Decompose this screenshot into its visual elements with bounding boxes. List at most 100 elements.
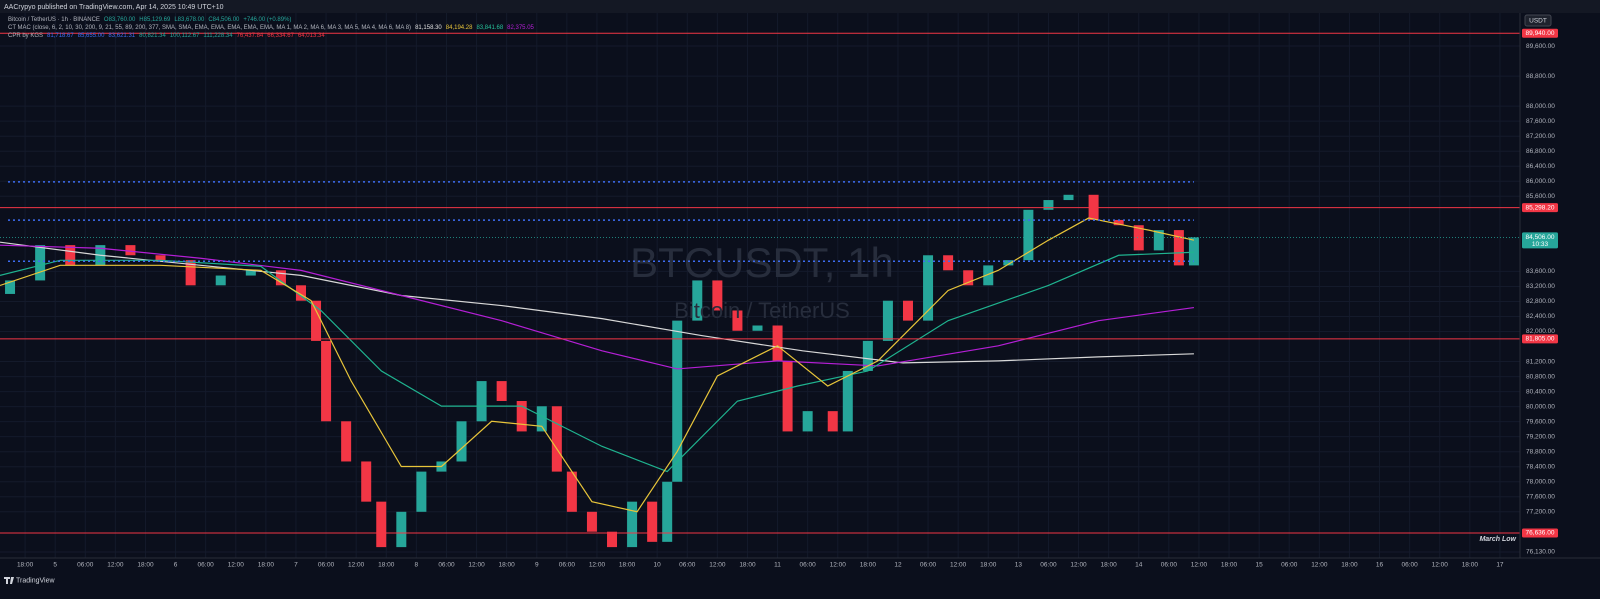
legend-value: 111,228.34 bbox=[203, 33, 233, 39]
x-tick-label: 12:00 bbox=[1432, 562, 1449, 569]
currency-button[interactable] bbox=[1524, 14, 1552, 27]
x-tick-label: 12:00 bbox=[1191, 562, 1208, 569]
y-tick-label: 83,600.00 bbox=[1526, 268, 1555, 275]
x-tick-label: 12:00 bbox=[1311, 562, 1328, 569]
y-tick-label: 89,600.00 bbox=[1526, 43, 1555, 50]
ma-line bbox=[0, 251, 1194, 473]
footer bbox=[0, 572, 1600, 599]
x-tick-label: 18:00 bbox=[378, 562, 395, 569]
x-tick-label: 18:00 bbox=[980, 562, 997, 569]
candle bbox=[361, 461, 372, 502]
candle bbox=[586, 511, 597, 532]
y-tick-label: 83,200.00 bbox=[1526, 283, 1555, 290]
y-tick-label: 80,400.00 bbox=[1526, 388, 1555, 395]
x-tick-label: 06:00 bbox=[920, 562, 937, 569]
y-tick-label: 80,000.00 bbox=[1526, 403, 1555, 410]
x-tick-label: 18:00 bbox=[619, 562, 636, 569]
candle bbox=[1113, 219, 1124, 226]
y-tick-label: 79,600.00 bbox=[1526, 418, 1555, 425]
y-tick-label: 77,600.00 bbox=[1526, 493, 1555, 500]
legend-title: CT MAC (close, 6, 2, 10, 30, 200, 9, 21,… bbox=[8, 25, 411, 31]
x-tick-label: 12:00 bbox=[1070, 562, 1087, 569]
candle bbox=[155, 255, 166, 261]
currency-button-label[interactable]: USDT bbox=[1529, 18, 1547, 25]
x-tick-label: 06:00 bbox=[77, 562, 94, 569]
ma-line bbox=[0, 217, 1195, 513]
y-tick-label: 86,400.00 bbox=[1526, 163, 1555, 170]
candle bbox=[5, 280, 16, 294]
legend-value: L83,678.00 bbox=[174, 17, 205, 23]
legend-value: C84,506.00 bbox=[208, 17, 240, 23]
y-tick-label: 76,130.00 bbox=[1526, 549, 1555, 556]
legend-value: 82,375.05 bbox=[507, 25, 534, 31]
x-tick-label: 18:00 bbox=[17, 562, 34, 569]
watermark-sub: Bitcoin / TetherUS bbox=[674, 298, 850, 323]
candle bbox=[496, 381, 507, 401]
x-tick-label: 18:00 bbox=[137, 562, 154, 569]
legend-value: +746.00 (+0.89%) bbox=[243, 17, 291, 23]
level-note: March Low bbox=[1479, 536, 1516, 543]
y-tick-label: 77,200.00 bbox=[1526, 509, 1555, 516]
candle bbox=[943, 255, 954, 271]
x-tick-label: 18:00 bbox=[499, 562, 516, 569]
x-tick-label: 10 bbox=[654, 562, 662, 569]
candle bbox=[923, 255, 934, 321]
x-tick-label: 9 bbox=[535, 562, 539, 569]
publisher-bar bbox=[0, 0, 1600, 13]
legend-line: CPR by KGS 81,718.67 85,655.00 83,621.31 80,… bbox=[8, 33, 325, 39]
candle bbox=[185, 260, 196, 286]
y-tick-label: 82,000.00 bbox=[1526, 328, 1555, 335]
candle bbox=[842, 370, 853, 432]
candle bbox=[862, 340, 873, 371]
candle bbox=[882, 300, 893, 341]
legend-title: CPR by KGS bbox=[8, 33, 43, 39]
y-tick-label: 79,200.00 bbox=[1526, 433, 1555, 440]
x-tick-label: 11 bbox=[774, 562, 781, 569]
x-tick-label: 06:00 bbox=[1281, 562, 1298, 569]
x-tick-label: 18:00 bbox=[258, 562, 275, 569]
x-tick-label: 18:00 bbox=[739, 562, 756, 569]
candle bbox=[772, 325, 783, 361]
x-tick-label: 18:00 bbox=[1221, 562, 1238, 569]
candle bbox=[1023, 209, 1034, 261]
x-tick-label: 6 bbox=[174, 562, 178, 569]
x-tick-label: 12:00 bbox=[709, 562, 726, 569]
y-tick-label: 88,000.00 bbox=[1526, 103, 1555, 110]
x-tick-label: 12:00 bbox=[228, 562, 245, 569]
candle bbox=[1133, 225, 1144, 251]
candle bbox=[1153, 230, 1164, 251]
x-tick-label: 06:00 bbox=[198, 562, 215, 569]
candle bbox=[516, 400, 527, 432]
candle bbox=[662, 481, 673, 542]
candle bbox=[396, 511, 407, 548]
level-label-box bbox=[1522, 203, 1558, 213]
x-tick-label: 18:00 bbox=[1341, 562, 1358, 569]
legend-line: CT MAC (close, 6, 2, 10, 30, 200, 9, 21,… bbox=[8, 25, 535, 31]
candle bbox=[35, 245, 46, 281]
legend-value: 66,334.67 bbox=[267, 33, 294, 39]
candle bbox=[672, 320, 683, 482]
legend-value: 84,194.28 bbox=[446, 25, 473, 31]
y-tick-label: 81,200.00 bbox=[1526, 358, 1555, 365]
x-tick-label: 06:00 bbox=[1401, 562, 1418, 569]
y-tick-label: 78,000.00 bbox=[1526, 478, 1555, 485]
candle bbox=[712, 280, 723, 311]
legend-value: 64,013.34 bbox=[298, 33, 325, 39]
legend-value: 83,621.31 bbox=[108, 33, 135, 39]
x-tick-label: 06:00 bbox=[800, 562, 817, 569]
publisher: AACrypyo published on TradingView.com, A… bbox=[4, 4, 224, 11]
y-tick-label: 87,600.00 bbox=[1526, 118, 1555, 125]
ma-line bbox=[0, 241, 1194, 364]
candle bbox=[692, 280, 703, 321]
overlay: March Low bbox=[0, 32, 1520, 543]
x-tick-label: 06:00 bbox=[1040, 562, 1057, 569]
level-label: 89,940.00 bbox=[1526, 30, 1555, 37]
y-tick-label: 86,000.00 bbox=[1526, 178, 1555, 185]
level-label-box bbox=[1522, 334, 1558, 344]
legend-value: O83,760.00 bbox=[104, 17, 136, 23]
x-tick-label: 12:00 bbox=[107, 562, 124, 569]
candle bbox=[456, 421, 467, 462]
x-tick-label: 5 bbox=[53, 562, 57, 569]
candle bbox=[321, 340, 332, 422]
